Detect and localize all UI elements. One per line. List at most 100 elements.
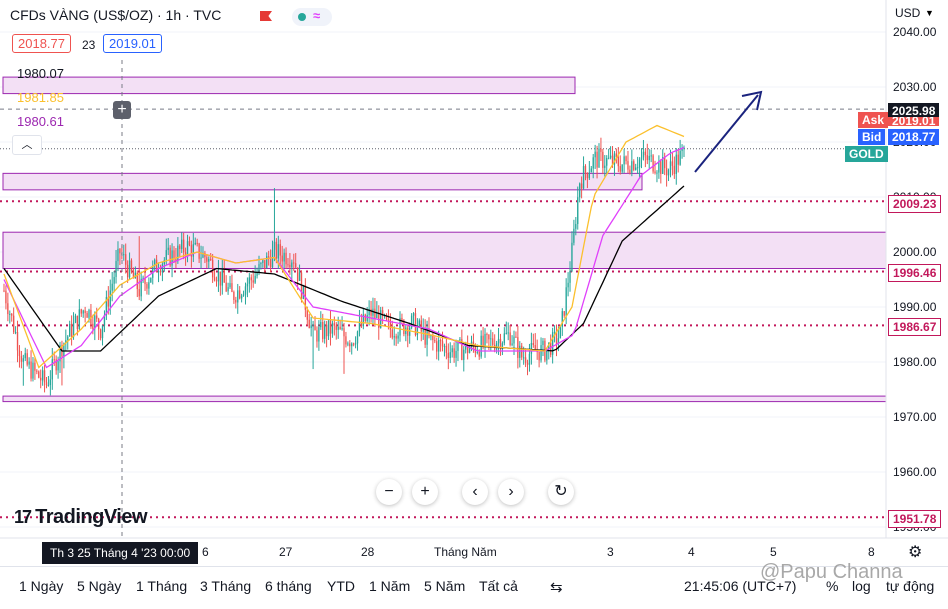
candle-body — [553, 331, 556, 333]
candle-body — [360, 321, 363, 327]
candle-body — [337, 326, 339, 330]
candle-body — [146, 284, 148, 289]
candle-body — [329, 320, 332, 334]
candle-body — [567, 282, 569, 288]
currency-selector[interactable]: USD — [895, 6, 921, 20]
candle-body — [364, 314, 366, 322]
candle-body — [559, 326, 562, 339]
add-indicator-button[interactable]: + — [113, 101, 131, 119]
candle-body — [45, 382, 48, 386]
period-6m[interactable]: 6 tháng — [265, 578, 312, 594]
candle-body — [463, 349, 465, 360]
period-1d[interactable]: 1 Ngày — [19, 578, 64, 594]
date-range-icon[interactable]: ⇆ — [550, 579, 563, 596]
candle-body — [82, 310, 84, 314]
candle-body — [486, 333, 488, 335]
candle-body — [519, 345, 521, 358]
candle-body — [320, 322, 322, 328]
candle-body — [92, 323, 94, 329]
candle-body — [296, 267, 299, 281]
candle-body — [385, 314, 388, 320]
candle-body — [275, 241, 278, 259]
zone-rect — [2, 395, 887, 403]
candle-body — [409, 327, 411, 336]
candle-body — [501, 343, 504, 350]
price-tick-label: 1960.00 — [893, 465, 937, 479]
level-tag-1986: 1986.67 — [888, 318, 942, 336]
candle-body — [119, 248, 121, 254]
candle-body — [109, 290, 111, 307]
candle-body — [306, 309, 308, 320]
tv-logo-icon: 17 — [14, 507, 32, 527]
period-1y[interactable]: 1 Năm — [369, 578, 411, 594]
zoom-in-button[interactable]: + — [412, 479, 438, 505]
level-tag-2009: 2009.23 — [888, 195, 942, 213]
candle-body — [434, 340, 436, 342]
candle-body — [96, 315, 98, 319]
candle-body — [152, 265, 154, 278]
candle-body — [94, 315, 96, 329]
candle-body — [283, 252, 285, 262]
candle-body — [640, 157, 643, 160]
period-1m[interactable]: 1 Tháng — [136, 578, 188, 594]
candle-body — [159, 271, 162, 273]
candle-body — [652, 155, 654, 172]
market-status-pill[interactable] — [292, 8, 332, 26]
candle-body — [316, 330, 318, 342]
candle-body — [528, 353, 531, 365]
candle-body — [600, 148, 602, 152]
candle-body — [322, 322, 324, 339]
period-5d[interactable]: 5 Ngày — [77, 578, 122, 594]
scroll-right-button[interactable]: › — [498, 479, 524, 505]
candle-body — [627, 161, 629, 170]
candle-body — [123, 254, 125, 256]
bottom-toolbar: 1 Ngày 5 Ngày 1 Tháng 3 Tháng 6 tháng YT… — [0, 566, 948, 609]
candle-body — [368, 308, 370, 315]
period-ytd[interactable]: YTD — [327, 578, 355, 594]
candle-body — [588, 172, 591, 179]
market-open-dot-icon — [298, 13, 306, 21]
sell-price-box[interactable]: 2018.77 — [12, 34, 71, 53]
auto-toggle[interactable]: tự động — [886, 578, 935, 594]
time-label: 3 — [607, 545, 614, 559]
candle-body — [107, 296, 109, 307]
candle-body — [439, 339, 442, 342]
candle-body — [470, 341, 473, 349]
candle-body — [194, 242, 196, 245]
bid-label: Bid — [858, 129, 886, 145]
log-toggle[interactable]: log — [852, 578, 871, 594]
candle-body — [225, 282, 227, 292]
candle-body — [335, 325, 337, 330]
clock-display[interactable]: 21:45:06 (UTC+7) — [684, 578, 797, 594]
period-5y[interactable]: 5 Năm — [424, 578, 466, 594]
time-label: 5 — [770, 545, 777, 559]
zoom-out-button[interactable]: − — [376, 479, 402, 505]
spread-value: 23 — [82, 38, 96, 52]
scroll-left-button[interactable]: ‹ — [462, 479, 488, 505]
candle-body — [204, 252, 206, 258]
settings-gear-icon[interactable]: ⚙ — [908, 544, 923, 561]
candle-body — [43, 370, 46, 383]
candle-body — [401, 317, 403, 321]
candle-body — [445, 345, 448, 353]
time-label: 27 — [279, 545, 293, 559]
candle-body — [468, 348, 471, 353]
candle-body — [416, 325, 419, 336]
candle-body — [453, 348, 455, 358]
candle-body — [472, 341, 475, 347]
candle-body — [557, 338, 560, 345]
candle-body — [70, 323, 73, 338]
candle-body — [530, 342, 533, 354]
moving-average-line — [3, 124, 685, 369]
candle-body — [74, 315, 77, 323]
candle-body — [167, 247, 169, 251]
reset-chart-button[interactable]: ↻ — [548, 479, 574, 505]
percent-toggle[interactable]: % — [826, 578, 839, 594]
period-all[interactable]: Tất cả — [479, 578, 518, 594]
zone-rect — [2, 172, 643, 191]
buy-price-box[interactable]: 2019.01 — [103, 34, 162, 53]
collapse-legend-button[interactable]: ︿ — [12, 135, 42, 155]
candle-body — [302, 285, 305, 299]
period-3m[interactable]: 3 Tháng — [200, 578, 252, 594]
